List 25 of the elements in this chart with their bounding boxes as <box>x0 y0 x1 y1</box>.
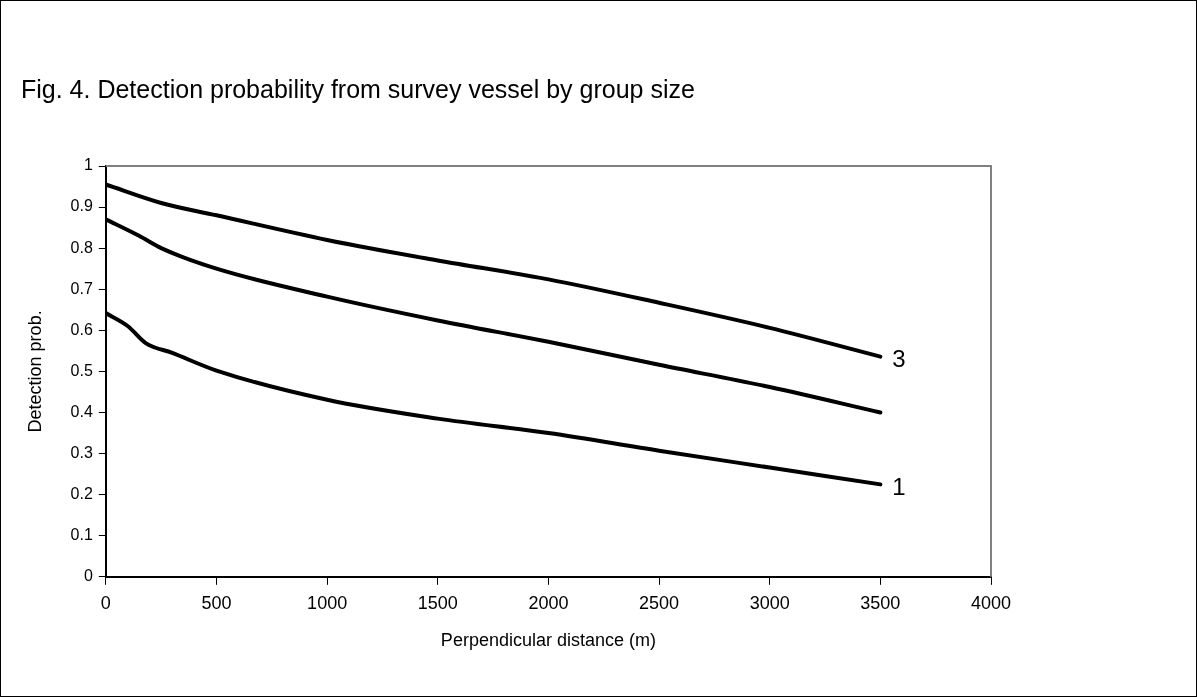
y-axis-title: Detection prob. <box>24 310 45 433</box>
x-tick-label: 3000 <box>749 592 790 613</box>
series-label: 1 <box>892 472 906 500</box>
y-tick-label: 0.1 <box>70 526 93 544</box>
y-tick-label: 1 <box>83 156 93 174</box>
series-label: 3 <box>892 345 906 373</box>
x-tick-label: 4000 <box>970 592 1012 613</box>
x-tick-label: 1500 <box>417 592 458 613</box>
y-tick-label: 0.2 <box>70 485 93 503</box>
y-tick-label: 0.9 <box>70 197 93 215</box>
y-tick-label: 0.7 <box>70 279 93 297</box>
chart-title: Fig. 4. Detection probability from survey vessel by group size <box>21 74 695 103</box>
x-tick-label: 0 <box>100 592 111 613</box>
y-tick-label: 0.6 <box>70 320 93 338</box>
y-tick-label: 0.4 <box>70 402 93 420</box>
y-tick-label: 0 <box>83 567 93 585</box>
y-tick-label: 0.5 <box>70 361 93 379</box>
x-tick-label: 2000 <box>528 592 569 613</box>
y-tick-label: 0.8 <box>70 238 93 256</box>
y-tick-label: 0.3 <box>70 443 93 461</box>
x-axis-title: Perpendicular distance (m) <box>440 630 656 651</box>
x-tick-label: 2500 <box>639 592 680 613</box>
x-tick-label: 1000 <box>307 592 348 613</box>
x-tick-label: 3500 <box>860 592 901 613</box>
x-tick-label: 500 <box>201 592 232 613</box>
